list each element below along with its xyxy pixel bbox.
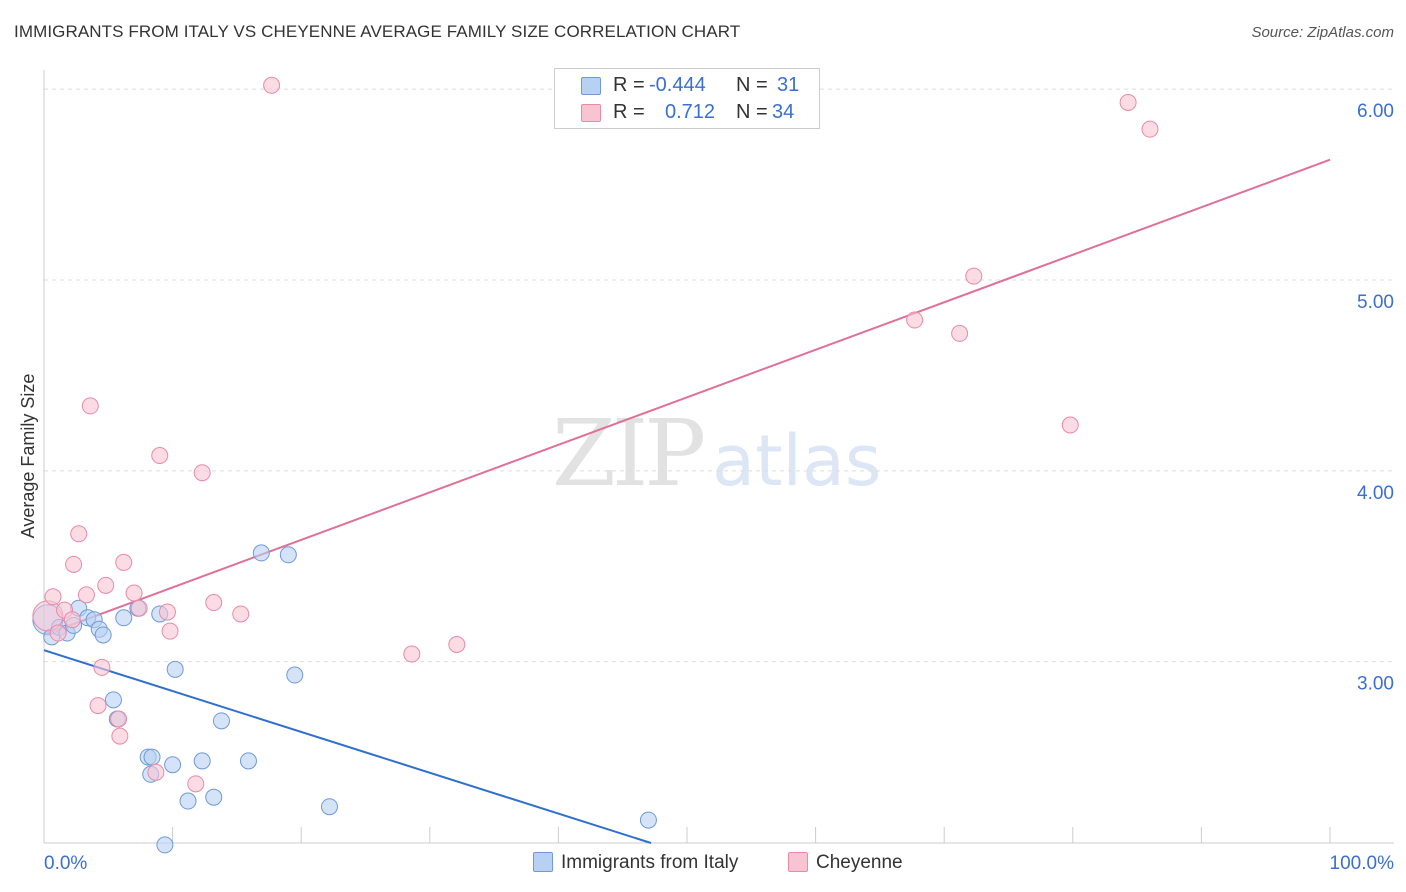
data-point-italy — [639, 811, 657, 829]
y-tick-label: 3.00 — [1357, 674, 1394, 695]
data-point-cheyenne — [81, 397, 99, 415]
data-point-cheyenne — [205, 594, 223, 612]
data-point-cheyenne — [951, 324, 969, 342]
chart-title: IMMIGRANTS FROM ITALY VS CHEYENNE AVERAG… — [14, 22, 741, 41]
source-label: Source: ZipAtlas.com — [1251, 24, 1394, 41]
legend-n-value: 34 — [772, 101, 795, 123]
data-point-cheyenne — [187, 775, 205, 793]
data-point-italy — [156, 836, 174, 854]
data-point-cheyenne — [97, 576, 115, 594]
legend-swatch-italy — [581, 77, 601, 95]
data-point-italy — [279, 546, 297, 564]
legend-swatch-cheyenne — [581, 104, 601, 122]
legend-r-label: R = — [613, 101, 645, 123]
data-point-italy — [115, 609, 133, 627]
data-point-italy — [252, 544, 270, 562]
bottom-legend-italy: Immigrants from Italy — [533, 852, 738, 876]
x-tick-label-min: 0.0% — [44, 853, 87, 874]
y-tick-label: 5.00 — [1357, 292, 1394, 313]
data-point-italy — [166, 660, 184, 678]
data-point-cheyenne — [93, 658, 111, 676]
data-point-italy — [320, 798, 338, 816]
data-point-cheyenne — [110, 710, 128, 728]
legend-row-italy: R = -0.444 N = 31 — [555, 73, 819, 99]
data-point-cheyenne — [151, 447, 169, 465]
data-point-cheyenne — [161, 622, 179, 640]
data-point-cheyenne — [263, 76, 281, 94]
x-tick-label-max: 100.0% — [1330, 853, 1395, 874]
data-point-cheyenne — [77, 586, 95, 604]
data-point-cheyenne — [49, 624, 67, 642]
data-point-cheyenne — [403, 645, 421, 663]
legend-r-value: 0.712 — [665, 101, 716, 123]
data-point-italy — [104, 691, 122, 709]
data-point-cheyenne — [63, 611, 81, 629]
data-point-italy — [239, 752, 257, 770]
bottom-legend-swatch-italy — [533, 852, 553, 872]
data-point-cheyenne — [448, 636, 466, 654]
y-tick-label: 4.00 — [1357, 483, 1394, 504]
data-point-cheyenne — [147, 763, 165, 781]
data-point-cheyenne — [1141, 120, 1159, 138]
points-layer — [32, 76, 1159, 854]
data-point-cheyenne — [1119, 93, 1137, 111]
y-axis-label: Average Family Size — [18, 374, 38, 539]
data-point-cheyenne — [115, 553, 133, 571]
data-point-cheyenne — [70, 525, 88, 543]
y-tick-label: 6.00 — [1357, 101, 1394, 122]
data-point-italy — [193, 752, 211, 770]
data-point-cheyenne — [906, 311, 924, 329]
data-point-cheyenne — [965, 267, 983, 285]
legend-n-label: N = — [736, 74, 768, 96]
data-point-italy — [179, 792, 197, 810]
grid-layer — [44, 88, 1394, 663]
bottom-legend-label-italy: Immigrants from Italy — [561, 852, 739, 873]
data-point-cheyenne — [193, 464, 211, 482]
data-point-italy — [94, 626, 112, 644]
legend-n-label: N = — [736, 101, 768, 123]
axis-layer — [43, 70, 1394, 844]
data-point-cheyenne — [111, 727, 129, 745]
data-point-cheyenne — [1061, 416, 1079, 434]
data-point-cheyenne — [232, 605, 250, 623]
data-point-italy — [205, 788, 223, 806]
data-point-cheyenne — [130, 599, 148, 617]
label-layer: 3.00 4.00 5.00 6.00 0.0% 100.0% Average Family… — [18, 101, 1394, 874]
legend-n-value: 31 — [777, 74, 800, 96]
bottom-legend-label-cheyenne: Cheyenne — [816, 852, 903, 873]
data-point-cheyenne — [158, 603, 176, 621]
data-point-cheyenne — [65, 555, 83, 573]
data-point-italy — [164, 756, 182, 774]
data-point-cheyenne — [89, 697, 107, 715]
trend-line-cheyenne — [43, 158, 1331, 636]
bottom-legend-cheyenne: Cheyenne — [788, 852, 903, 876]
trend-layer — [43, 158, 1331, 844]
correlation-legend: R = -0.444 N = 31 R = 0.712 N = 34 — [554, 68, 820, 129]
trend-line-italy — [43, 649, 652, 844]
data-point-italy — [286, 666, 304, 684]
data-point-italy — [143, 748, 161, 766]
legend-row-cheyenne: R = 0.712 N = 34 — [555, 100, 819, 126]
data-point-cheyenne — [44, 588, 62, 606]
bottom-legend-swatch-cheyenne — [788, 852, 808, 872]
legend-r-value: -0.444 — [649, 74, 706, 96]
legend-r-label: R = — [613, 74, 645, 96]
data-point-italy — [212, 712, 230, 730]
data-point-cheyenne — [125, 584, 143, 602]
